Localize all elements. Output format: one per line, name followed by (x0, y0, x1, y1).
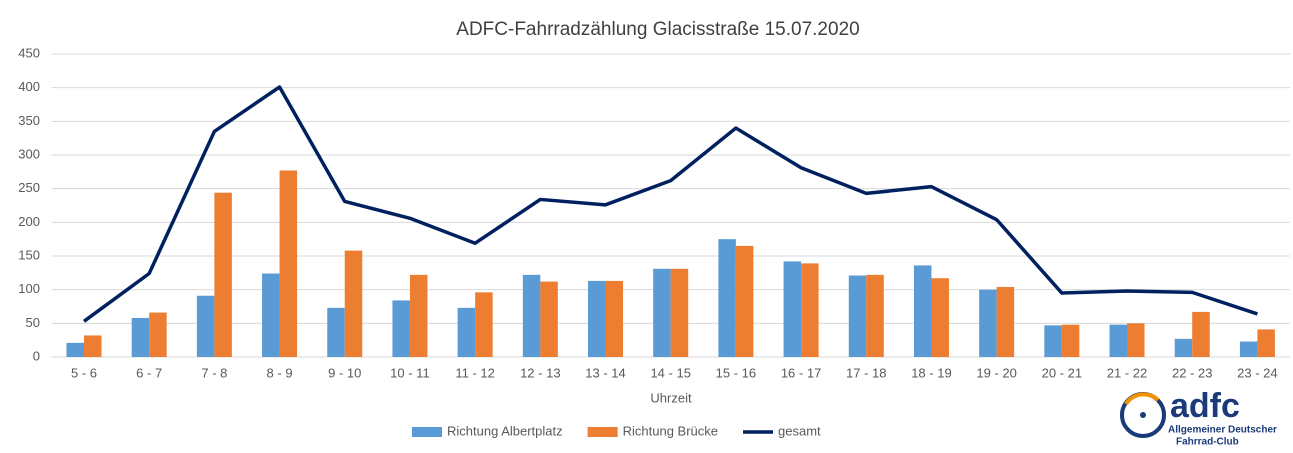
bar (1044, 325, 1062, 357)
x-tick-label: 15 - 16 (716, 365, 756, 380)
bar (913, 265, 932, 357)
x-tick-label: 21 - 22 (1107, 365, 1147, 380)
logo: adfc Allgemeiner Deutscher Fahrrad-Club (1120, 387, 1277, 448)
x-tick-label: 12 - 13 (520, 365, 560, 380)
x-tick-label: 18 - 19 (911, 365, 951, 380)
bar (1061, 324, 1080, 357)
bar (392, 300, 410, 357)
bar (1127, 323, 1145, 357)
x-tick-label: 17 - 18 (846, 365, 886, 380)
bar (131, 317, 150, 357)
bar (1192, 311, 1210, 357)
bar (475, 292, 493, 357)
y-tick-label: 100 (18, 281, 40, 296)
bar (1109, 324, 1128, 357)
bar (522, 274, 541, 357)
x-tick-label: 19 - 20 (976, 365, 1016, 380)
y-tick-label: 50 (26, 315, 40, 330)
x-tick-label: 9 - 10 (328, 365, 361, 380)
bar (262, 273, 280, 357)
bar (801, 263, 819, 357)
y-tick-label: 0 (33, 348, 40, 363)
y-tick-label: 200 (18, 214, 40, 229)
logo-line: Allgemeiner Deutscher (1168, 425, 1277, 436)
legend-label: Richtung Albertplatz (447, 423, 563, 438)
bar (66, 342, 84, 357)
legend-swatch (587, 427, 618, 437)
bar (866, 274, 884, 357)
chart-title: ADFC-Fahrradzählung Glacisstraße 15.07.2… (456, 19, 859, 40)
bar (1239, 341, 1258, 357)
bar (149, 312, 167, 357)
x-tick-label: 20 - 21 (1042, 365, 1082, 380)
legend-label: Richtung Brücke (623, 423, 718, 438)
bar (540, 281, 558, 357)
bar (735, 245, 754, 357)
bar (848, 275, 867, 357)
logo-dot (1140, 412, 1146, 418)
logo-name: adfc (1170, 387, 1240, 425)
y-tick-label: 350 (18, 113, 40, 128)
bar (457, 307, 476, 357)
y-tick-label: 250 (18, 180, 40, 195)
bar (279, 170, 298, 357)
logo-arc (1124, 392, 1160, 406)
x-tick-label: 10 - 11 (390, 365, 430, 380)
bar (653, 268, 671, 357)
line (82, 85, 1258, 323)
legend-label: gesamt (778, 423, 821, 438)
bar (996, 286, 1015, 357)
bar (214, 192, 232, 357)
bar (670, 268, 689, 357)
y-tick-label: 400 (18, 79, 40, 94)
x-tick-label: 14 - 15 (650, 365, 690, 380)
x-tick-label: 22 - 23 (1172, 365, 1212, 380)
x-tick-label: 7 - 8 (201, 365, 227, 380)
bar (783, 261, 802, 357)
bar (605, 280, 624, 357)
bar (979, 289, 997, 357)
x-tick-label: 16 - 17 (781, 365, 821, 380)
legend-swatch (412, 427, 442, 437)
bar (327, 307, 345, 357)
bar (1174, 338, 1193, 357)
y-tick-label: 450 (18, 45, 40, 60)
x-tick-label: 6 - 7 (136, 365, 162, 380)
bar (83, 335, 102, 357)
x-tick-label: 11 - 12 (455, 365, 495, 380)
x-tick-label: 5 - 6 (71, 365, 97, 380)
x-tick-label: 13 - 14 (585, 365, 625, 380)
bar (931, 278, 949, 357)
bar (1257, 329, 1275, 357)
bar (588, 280, 606, 357)
x-tick-label: 23 - 24 (1237, 365, 1277, 380)
x-tick-label: 8 - 9 (267, 365, 293, 380)
y-tick-label: 300 (18, 146, 40, 161)
bar (344, 250, 363, 357)
y-tick-label: 150 (18, 247, 40, 262)
bar (718, 239, 736, 357)
x-axis-title: Uhrzeit (650, 390, 692, 405)
bar (196, 295, 215, 357)
bar (409, 274, 428, 357)
logo-line: Fahrrad-Club (1176, 437, 1239, 448)
